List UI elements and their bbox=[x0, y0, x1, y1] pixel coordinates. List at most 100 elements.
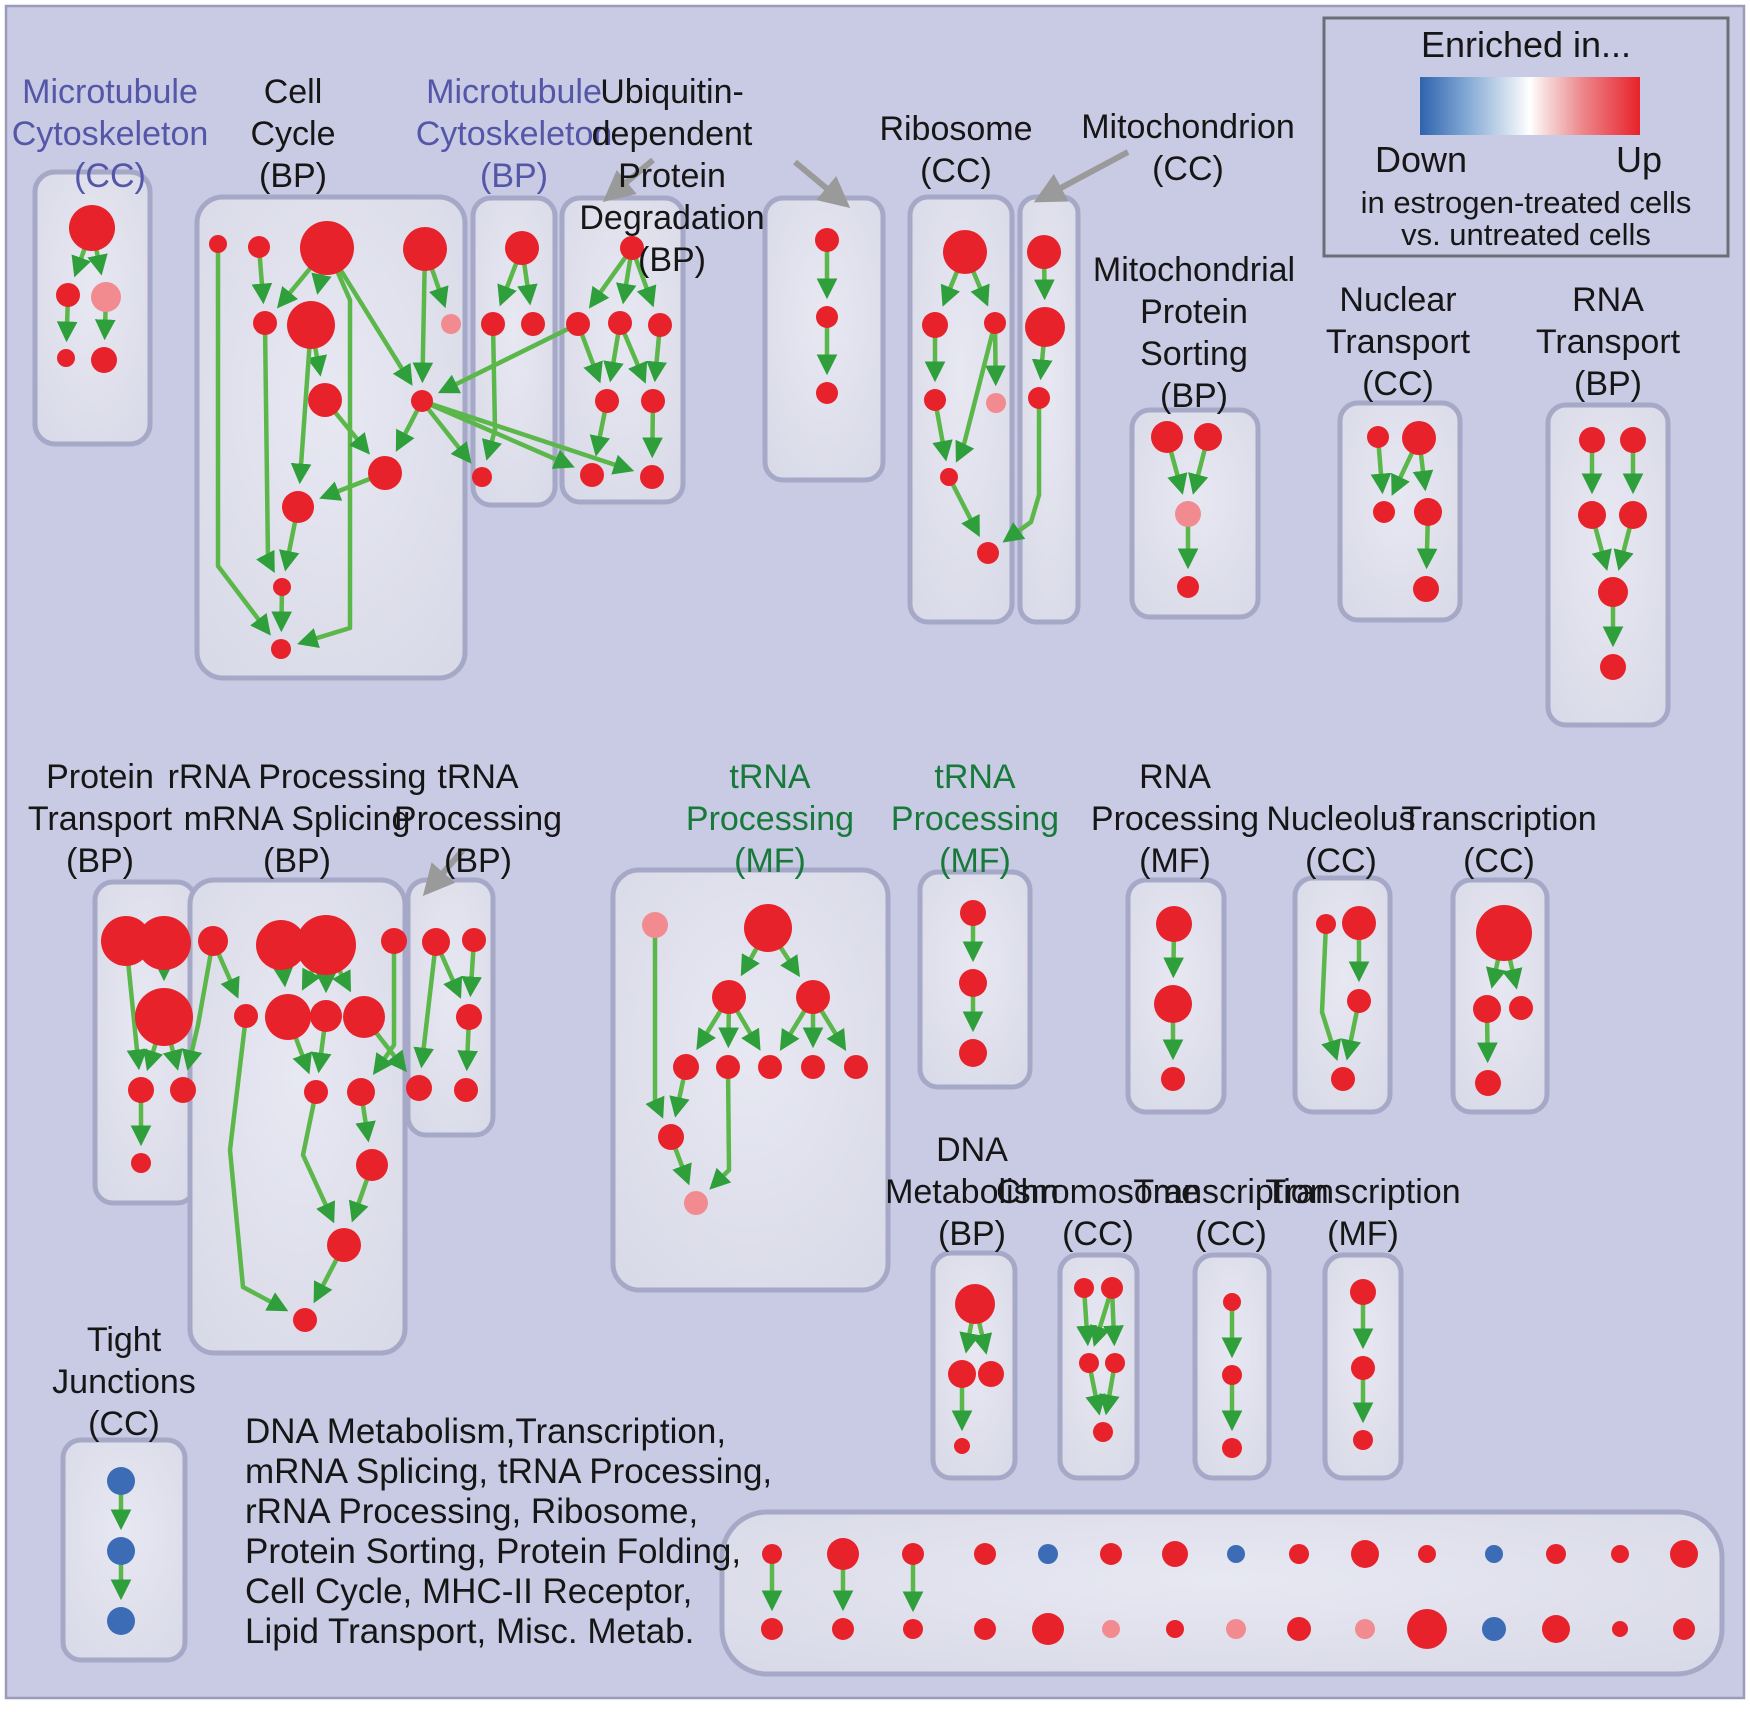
gene-set-node-up bbox=[959, 969, 987, 997]
label-rrna-processing-mrna-splicing-bp: (BP) bbox=[263, 842, 331, 880]
edge-cell-cycle-bp bbox=[256, 322, 275, 574]
gene-set-node-up bbox=[282, 491, 314, 523]
gene-set-node-up bbox=[310, 1000, 342, 1032]
label-trna-processing-bp: Processing bbox=[394, 800, 562, 838]
label-protein-transport-bp: Transport bbox=[28, 800, 173, 838]
gene-set-node-up bbox=[1027, 235, 1061, 269]
gene-set-node-up bbox=[472, 467, 492, 487]
gene-set-node-up bbox=[974, 1618, 996, 1640]
gene-set-node-down bbox=[107, 1467, 135, 1495]
gene-set-node-up bbox=[902, 1543, 924, 1565]
gene-set-node-up bbox=[296, 915, 356, 975]
label-dna-metabolism-bp: Metabolism bbox=[885, 1173, 1059, 1211]
legend-box bbox=[1322, 16, 1730, 258]
gene-set-node-up bbox=[1475, 1070, 1501, 1096]
gene-set-node-up bbox=[1101, 1277, 1123, 1299]
cross-edge bbox=[421, 398, 635, 475]
edge-rrna-processing-mrna-splicing-bp bbox=[372, 941, 397, 1075]
gene-set-node-up bbox=[620, 236, 644, 260]
label-pointer-arrows bbox=[422, 149, 1130, 897]
gene-set-node-up bbox=[801, 1055, 825, 1079]
gene-set-node-up bbox=[744, 904, 792, 952]
label-mitochondrial-protein-sorting-bp: (BP) bbox=[1160, 377, 1228, 415]
gene-set-node-up bbox=[308, 383, 342, 417]
cluster-box-microtubule-cytoskeleton-cc bbox=[32, 169, 153, 447]
gene-set-node-up bbox=[832, 1618, 854, 1640]
label-microtubule-cytoskeleton-cc: Cytoskeleton bbox=[12, 115, 209, 153]
gene-set-node-up bbox=[816, 382, 838, 404]
gene-set-node-weak-up bbox=[1175, 501, 1201, 527]
gene-set-node-down bbox=[1482, 1617, 1506, 1641]
gene-set-node-up bbox=[716, 1055, 740, 1079]
gene-set-node-up bbox=[1509, 996, 1533, 1020]
legend-gradient-bar bbox=[1420, 77, 1640, 135]
gene-set-node-up bbox=[256, 920, 306, 970]
edge-rrna-processing-mrna-splicing-bp bbox=[227, 1015, 289, 1312]
edge-microtubule-cytoskeleton-bp bbox=[482, 323, 502, 461]
label-microtubule-cytoskeleton-bp: (BP) bbox=[480, 157, 548, 195]
cross-edge bbox=[1002, 398, 1042, 543]
gene-set-node-up bbox=[1289, 1544, 1309, 1564]
gene-set-node-up bbox=[1350, 1279, 1376, 1305]
gene-set-node-up bbox=[758, 1055, 782, 1079]
gene-set-node-up bbox=[1351, 1356, 1375, 1380]
gene-set-node-down bbox=[1227, 1545, 1245, 1563]
gene-set-node-up bbox=[1100, 1543, 1122, 1565]
gene-set-node-up bbox=[304, 1080, 328, 1104]
gene-set-node-up bbox=[1611, 1545, 1629, 1563]
gene-set-node-up bbox=[265, 994, 311, 1040]
label-mitochondrial-protein-sorting-bp: Mitochondrial bbox=[1093, 251, 1295, 289]
gene-set-node-up bbox=[959, 1039, 987, 1067]
label-misc-category-list: mRNA Splicing, tRNA Processing, bbox=[245, 1452, 772, 1491]
gene-set-node-up bbox=[640, 465, 664, 489]
gene-set-node-up bbox=[1418, 1545, 1436, 1563]
gene-set-node-up bbox=[1287, 1617, 1311, 1641]
cross-edge bbox=[437, 321, 579, 394]
nodes bbox=[56, 205, 1698, 1649]
gene-set-node-up bbox=[658, 1124, 684, 1150]
label-rna-processing-mf: (MF) bbox=[1139, 842, 1211, 880]
label-trna-processing-mf-1: (MF) bbox=[734, 842, 806, 880]
gene-set-node-up bbox=[1476, 905, 1532, 961]
label-ribosome-cc: (CC) bbox=[920, 152, 992, 190]
label-mitochondrion-cc: (CC) bbox=[1152, 150, 1224, 188]
gene-set-node-up bbox=[1351, 1540, 1379, 1568]
gene-set-node-up bbox=[462, 928, 486, 952]
label-nuclear-transport-cc: Nuclear bbox=[1339, 281, 1456, 319]
gene-set-node-up bbox=[796, 980, 830, 1014]
gene-set-node-up bbox=[1619, 501, 1647, 529]
label-cell-cycle-bp: Cell bbox=[264, 73, 323, 111]
label-nuclear-transport-cc: Transport bbox=[1326, 323, 1471, 361]
edge-rrna-processing-mrna-splicing-bp bbox=[300, 1091, 336, 1224]
gene-set-node-up bbox=[1600, 654, 1626, 680]
gene-set-node-up bbox=[234, 1004, 258, 1028]
label-trna-processing-mf-1: tRNA bbox=[729, 758, 811, 796]
label-trna-processing-bp: tRNA bbox=[437, 758, 519, 796]
gene-set-node-up bbox=[1620, 427, 1646, 453]
legend: Enriched in... Down Up in estrogen-treated … bbox=[1322, 16, 1730, 258]
legend-caption: in estrogen-treated cells bbox=[1361, 185, 1692, 220]
gene-set-node-up bbox=[56, 283, 80, 307]
gene-set-node-weak-up bbox=[642, 912, 668, 938]
label-microtubule-cytoskeleton-bp: Microtubule bbox=[426, 73, 602, 111]
gene-set-node-up bbox=[101, 916, 151, 966]
gene-set-node-up bbox=[948, 1360, 976, 1388]
gene-set-node-up bbox=[131, 1153, 151, 1173]
gene-set-node-up bbox=[521, 312, 545, 336]
gene-set-node-up bbox=[347, 1078, 375, 1106]
label-dna-metabolism-bp: (BP) bbox=[938, 1215, 1006, 1253]
label-ribosome-cc: Ribosome bbox=[879, 110, 1032, 148]
gene-set-node-up bbox=[1612, 1621, 1628, 1637]
gene-set-node-down bbox=[1038, 1544, 1058, 1564]
gene-set-node-weak-up bbox=[1226, 1619, 1246, 1639]
gene-set-node-up bbox=[1161, 1067, 1185, 1091]
gene-set-node-up bbox=[1670, 1540, 1698, 1568]
gene-set-node-up bbox=[1079, 1353, 1099, 1373]
gene-set-node-up bbox=[1578, 501, 1606, 529]
label-dna-metabolism-bp: DNA bbox=[936, 1131, 1008, 1169]
gene-set-node-up bbox=[1353, 1430, 1373, 1450]
gene-set-node-up bbox=[595, 389, 619, 413]
gene-set-node-up bbox=[248, 236, 270, 258]
gene-set-node-up bbox=[673, 1054, 699, 1080]
gene-set-node-up bbox=[844, 1055, 868, 1079]
